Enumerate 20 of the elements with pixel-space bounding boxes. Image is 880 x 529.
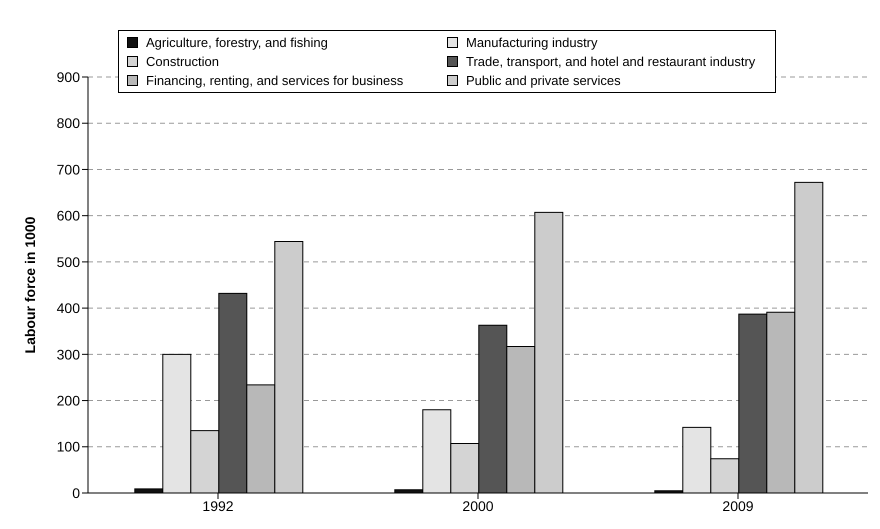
x-tick-label: 2009 <box>722 498 754 514</box>
y-tick-label: 100 <box>56 438 80 455</box>
y-tick-label: 900 <box>56 68 80 85</box>
y-tick-label: 500 <box>56 254 80 270</box>
y-tick-label: 400 <box>56 300 80 316</box>
y-tick-label: 300 <box>56 346 80 362</box>
legend-label: Agriculture, forestry, and fishing <box>146 35 328 50</box>
legend-label: Trade, transport, and hotel and restaurant industry <box>466 54 756 69</box>
y-axis-title: Labour force in 1000 <box>22 216 38 354</box>
legend-label: Construction <box>146 54 219 69</box>
y-tick-label: 0 <box>72 484 80 501</box>
y-tick-label: 200 <box>56 392 80 409</box>
y-tick-label: 800 <box>56 115 80 132</box>
y-tick-label: 600 <box>56 208 80 224</box>
x-tick-label: 1992 <box>202 498 234 514</box>
legend-label: Public and private services <box>466 73 621 88</box>
x-tick-label: 2000 <box>462 498 494 514</box>
legend-label: Financing, renting, and services for business <box>146 73 404 88</box>
legend-label: Manufacturing industry <box>466 35 598 50</box>
y-tick-label: 700 <box>56 161 80 178</box>
